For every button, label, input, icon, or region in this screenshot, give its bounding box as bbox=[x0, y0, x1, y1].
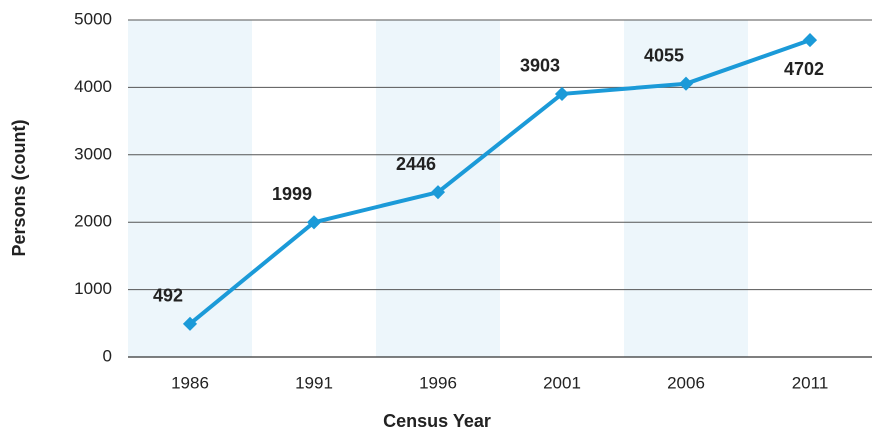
band-shade bbox=[624, 20, 748, 357]
y-tick-label: 1000 bbox=[74, 279, 112, 298]
data-point bbox=[182, 316, 198, 331]
data-label: 2446 bbox=[396, 154, 436, 174]
x-axis-label: Census Year bbox=[383, 411, 491, 431]
band-shade bbox=[128, 20, 252, 357]
data-label: 492 bbox=[153, 286, 183, 306]
data-label: 4702 bbox=[784, 59, 824, 79]
x-tick-label: 1991 bbox=[295, 373, 333, 392]
x-tick-label: 2006 bbox=[667, 373, 705, 392]
data-line bbox=[188, 38, 811, 326]
y-tick-label: 2000 bbox=[74, 212, 112, 231]
y-tick-label: 4000 bbox=[74, 77, 112, 96]
data-point bbox=[678, 76, 694, 91]
data-label: 1999 bbox=[272, 184, 312, 204]
x-tick-label: 1986 bbox=[171, 373, 209, 392]
y-tick-label: 5000 bbox=[74, 9, 112, 28]
data-label: 4055 bbox=[644, 45, 684, 65]
data-point bbox=[554, 86, 570, 102]
x-tick-label: 2011 bbox=[792, 373, 829, 392]
x-tick-label: 1996 bbox=[419, 373, 457, 392]
data-point bbox=[430, 185, 446, 200]
x-tick-label: 2001 bbox=[543, 373, 581, 392]
y-tick-label: 0 bbox=[103, 346, 112, 365]
y-tick-label: 3000 bbox=[74, 144, 112, 163]
data-label: 3903 bbox=[520, 56, 560, 76]
data-point bbox=[802, 33, 818, 48]
data-point bbox=[306, 215, 322, 230]
y-axis-label: Persons (count) bbox=[9, 119, 29, 256]
